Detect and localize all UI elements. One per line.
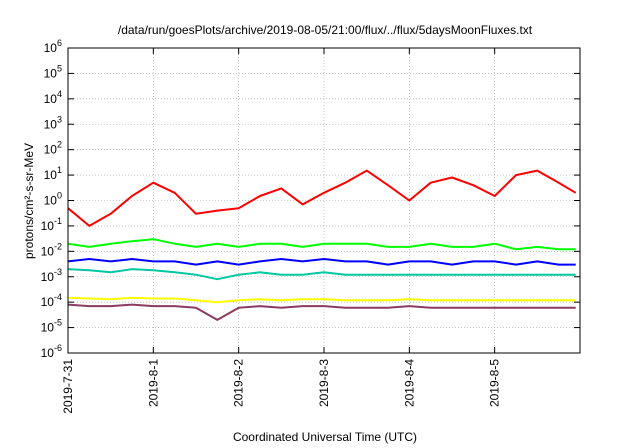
y-tick-label: 10-6 [41,343,62,360]
x-tick-label: 2019-8-5 [488,359,502,407]
x-axis: 2019-7-31 2019-8-1 2019-8-2 2019-8-3 2019-8-… [61,48,502,414]
y-tick-label: 10-1 [41,216,62,233]
y-tick-label: 10-3 [41,267,62,284]
y-tick-label: 10-5 [41,318,62,335]
y-tick-label: 102 [44,140,62,157]
y-tick-label: 104 [44,89,62,106]
grid [68,48,580,353]
y-tick-label: 100 [44,191,62,208]
x-tick-label: 2019-8-4 [402,359,416,407]
y-tick-label: 10-2 [41,241,62,258]
y-tick-label: 103 [44,114,62,131]
y-tick-label: 101 [44,165,62,182]
y-axis: 10-6 10-5 10-4 10-3 10-2 10-1 100 101 102 103 104 1… [41,38,580,360]
x-tick-label: 2019-8-1 [146,359,160,407]
series-line-3 [67,258,576,266]
y-tick-label: 105 [44,63,62,80]
series-line-4 [67,268,576,281]
series-line-5 [67,296,576,304]
series-group [67,169,577,321]
y-axis-label: protons/cm²-s-sr-MeV [22,143,36,259]
y-tick-label: 10-4 [41,292,62,309]
x-axis-label: Coordinated Universal Time (UTC) [233,430,417,444]
series-line-1 [67,169,577,227]
series-line-2 [67,238,576,251]
x-tick-label: 2019-7-31 [61,359,75,414]
series-line-6 [67,303,576,321]
y-tick-label: 106 [44,38,62,55]
chart-title: /data/run/goesPlots/archive/2019-08-05/2… [118,23,533,37]
x-tick-label: 2019-8-3 [317,359,331,407]
x-tick-label: 2019-8-2 [232,359,246,407]
